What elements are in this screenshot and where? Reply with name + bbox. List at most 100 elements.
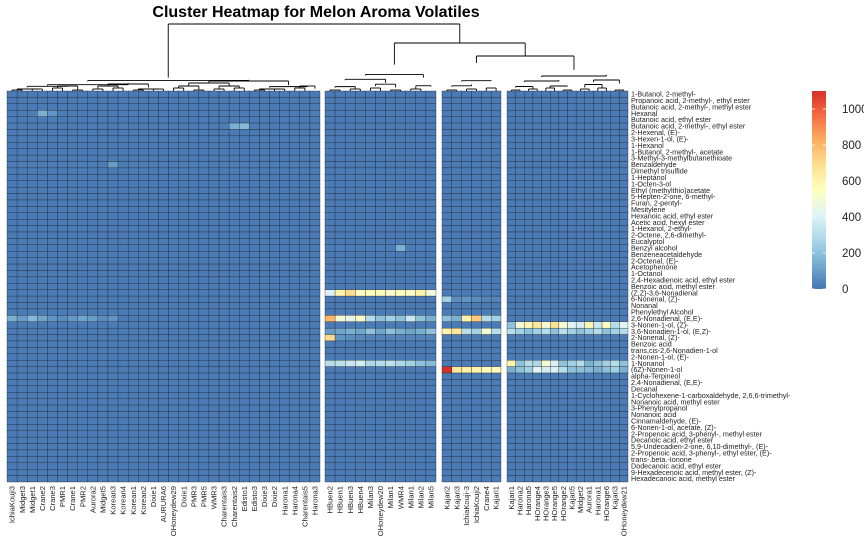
heatmap-cell xyxy=(249,404,260,412)
heatmap-cell xyxy=(601,449,611,457)
heatmap-cell xyxy=(299,116,311,124)
heatmap-cell xyxy=(601,340,611,348)
heatmap-cell xyxy=(269,199,280,207)
heatmap-cell xyxy=(593,327,603,335)
heatmap-cell xyxy=(97,110,109,117)
heatmap-cell xyxy=(405,436,416,444)
heatmap-cell xyxy=(405,411,416,419)
heatmap-cell xyxy=(47,334,58,342)
row-label: 1-Nonanol xyxy=(631,359,665,368)
heatmap-cell xyxy=(355,443,366,451)
heatmap-cell xyxy=(249,103,260,111)
heatmap-cell xyxy=(345,469,356,476)
heatmap-cell xyxy=(67,462,78,470)
heatmap-cell xyxy=(138,142,149,149)
heatmap-cell xyxy=(77,270,88,278)
heatmap-cell xyxy=(471,295,482,303)
heatmap-cell xyxy=(584,135,594,143)
heatmap-cell xyxy=(395,315,406,322)
heatmap-cell xyxy=(208,276,220,284)
heatmap-cell xyxy=(218,161,230,169)
heatmap-cell xyxy=(188,456,200,463)
heatmap-cell xyxy=(198,148,210,156)
heatmap-cell xyxy=(619,167,629,175)
heatmap-cell xyxy=(471,469,482,476)
heatmap-cell xyxy=(550,231,560,239)
heatmap-cell xyxy=(461,129,472,137)
row-label: Acetophenone xyxy=(631,263,677,272)
heatmap-cell xyxy=(471,424,482,431)
heatmap-cell xyxy=(259,161,270,169)
heatmap-cell xyxy=(57,244,68,252)
heatmap-cell xyxy=(575,295,585,303)
heatmap-cell xyxy=(158,251,169,258)
heatmap-cell xyxy=(334,154,346,162)
heatmap-cell xyxy=(334,398,346,406)
heatmap-cell xyxy=(334,462,346,470)
heatmap-cell xyxy=(365,225,376,233)
heatmap-cell xyxy=(249,206,260,213)
heatmap-cell xyxy=(451,193,462,201)
heatmap-cell xyxy=(610,219,620,226)
heatmap-cell xyxy=(127,436,139,444)
heatmap-cell xyxy=(481,270,492,278)
heatmap-cell xyxy=(619,154,629,162)
heatmap-cell xyxy=(208,430,220,438)
heatmap-cell xyxy=(490,436,502,444)
heatmap-cell xyxy=(259,295,270,303)
heatmap-cell xyxy=(148,122,159,130)
heatmap-cell xyxy=(168,167,179,175)
heatmap-cell xyxy=(425,116,437,124)
heatmap-cell xyxy=(97,424,109,431)
heatmap-cell xyxy=(208,308,220,316)
heatmap-cell xyxy=(27,302,38,310)
heatmap-cell xyxy=(490,135,502,143)
heatmap-cell xyxy=(148,398,159,406)
heatmap-cell xyxy=(289,97,300,104)
heatmap-cell xyxy=(471,334,482,342)
heatmap-cell xyxy=(385,475,396,483)
heatmap-cell xyxy=(259,424,270,431)
heatmap-cell xyxy=(490,302,502,310)
heatmap-cell xyxy=(506,424,516,431)
heatmap-cell xyxy=(127,180,139,188)
heatmap-cell xyxy=(355,353,366,361)
heatmap-cell xyxy=(601,308,611,316)
heatmap-cell xyxy=(27,206,38,213)
heatmap-cell xyxy=(208,411,220,419)
heatmap-cell xyxy=(27,443,38,451)
heatmap-cell xyxy=(6,231,18,239)
heatmap-cell xyxy=(515,142,525,149)
heatmap-cell xyxy=(228,129,240,137)
heatmap-cell xyxy=(188,135,200,143)
heatmap-cell xyxy=(451,353,462,361)
heatmap-cell xyxy=(541,90,551,98)
heatmap-cell xyxy=(441,103,453,111)
heatmap-cell xyxy=(575,404,585,412)
heatmap-cell xyxy=(584,276,594,284)
heatmap-cell xyxy=(198,219,210,226)
heatmap-cell xyxy=(218,289,230,297)
heatmap-cell xyxy=(188,186,200,194)
heatmap-cell xyxy=(441,353,453,361)
heatmap-cell xyxy=(415,315,427,322)
heatmap-cell xyxy=(385,161,396,169)
heatmap-cell xyxy=(365,180,376,188)
heatmap-cell xyxy=(515,199,525,207)
heatmap-cell xyxy=(610,103,620,111)
heatmap-cell xyxy=(148,97,159,104)
heatmap-cell xyxy=(619,436,629,444)
heatmap-cell xyxy=(490,449,502,457)
heatmap-cell xyxy=(471,372,482,380)
heatmap-cell xyxy=(198,174,210,181)
heatmap-cell xyxy=(188,244,200,252)
heatmap-cell xyxy=(239,302,250,310)
heatmap-cell xyxy=(441,116,453,124)
heatmap-cell xyxy=(57,148,68,156)
heatmap-cell xyxy=(279,430,290,438)
heatmap-cell xyxy=(208,148,220,156)
heatmap-cell xyxy=(375,244,386,252)
heatmap-cell xyxy=(158,90,169,98)
heatmap-cell xyxy=(481,225,492,233)
heatmap-cell xyxy=(279,174,290,181)
